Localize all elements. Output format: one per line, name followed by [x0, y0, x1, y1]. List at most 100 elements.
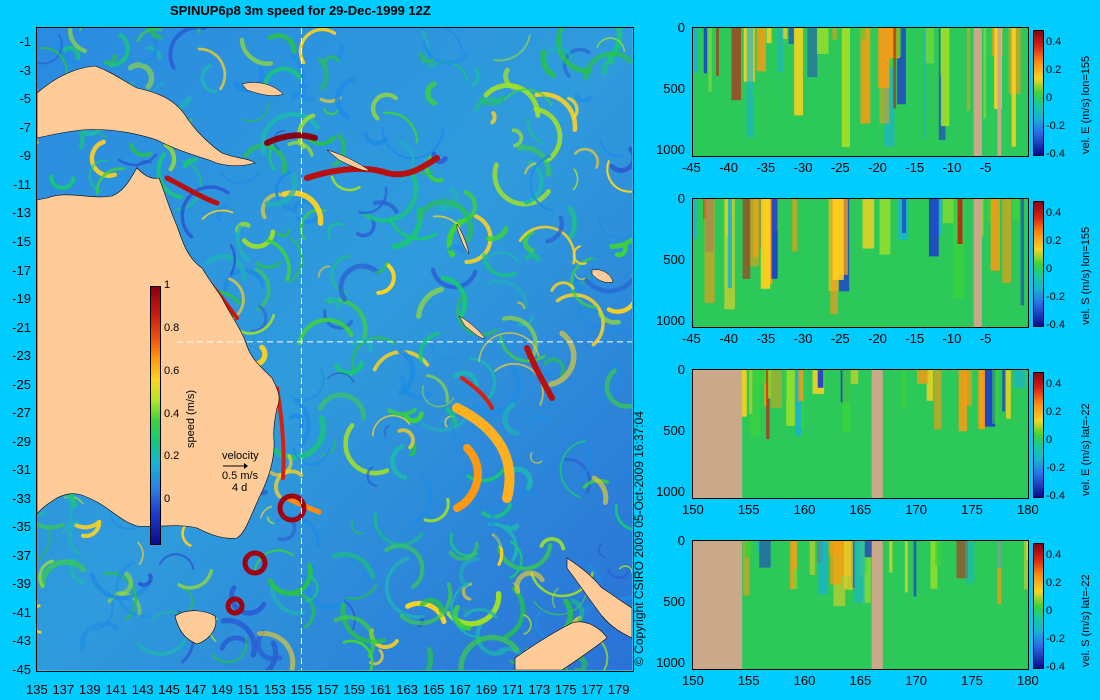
eddies: [164, 132, 555, 616]
current-swirl: [163, 142, 177, 172]
panel-colorbar-tick: 0: [1046, 92, 1053, 104]
current-swirl: [543, 46, 574, 63]
velocity-band: [1020, 199, 1025, 306]
lat-tick-label: -3: [19, 62, 31, 78]
velocity-legend-duration: 4 d: [232, 482, 248, 494]
current-swirl: [384, 543, 425, 590]
lon-tick-label: 165: [422, 682, 445, 697]
current-swirl: [572, 245, 587, 265]
current-swirl: [274, 170, 293, 211]
current-swirl: [270, 582, 306, 616]
current-swirl: [148, 28, 163, 40]
velocity-band: [783, 370, 788, 400]
velocity-band: [956, 541, 969, 579]
lon-tick-label: 153: [264, 682, 286, 697]
current-swirl: [317, 265, 331, 278]
current-swirl: [452, 421, 466, 442]
current-swirl: [220, 617, 258, 658]
velocity-band: [923, 28, 926, 138]
velocity-band: [716, 28, 719, 76]
velocity-band: [928, 199, 939, 257]
current-swirl: [156, 152, 184, 200]
panel-colorbar-tick: 0.4: [1046, 207, 1062, 219]
panel-x-tick-label: -30: [793, 331, 813, 346]
current-swirl: [297, 317, 354, 346]
panel-x-tick-label: -40: [719, 331, 739, 346]
current-swirl: [524, 162, 537, 175]
current-swirl: [73, 520, 101, 530]
velocity-band: [990, 199, 1000, 271]
current-swirl: [573, 655, 588, 670]
current-swirl: [593, 356, 623, 401]
current-swirl: [597, 311, 621, 325]
velocity-band: [978, 370, 985, 430]
panel-x-tick-label: -45: [682, 331, 701, 346]
panel-colorbar-tick: -0.2: [1046, 120, 1065, 132]
current-swirl: [435, 193, 449, 228]
velocity-band: [904, 541, 908, 593]
panel-y-tick-label: 0: [677, 20, 685, 35]
panel-x-tick-label: -30: [793, 160, 813, 175]
velocity-band: [841, 28, 850, 148]
current-swirl: [397, 428, 415, 450]
panel-x-tick-label: 175: [961, 673, 983, 688]
current-swirl: [453, 370, 479, 391]
velocity-band: [807, 28, 818, 78]
new-caledonia-land: [458, 315, 486, 339]
velocity-band: [860, 28, 871, 124]
velocity-band: [1023, 541, 1028, 590]
current-swirl: [559, 439, 586, 499]
current-swirl: [503, 88, 553, 107]
velocity-band: [1013, 370, 1026, 388]
current-swirl: [331, 552, 376, 580]
current-swirl: [474, 96, 502, 112]
current-swirl: [298, 28, 337, 65]
velocity-band: [854, 541, 865, 603]
current-swirl: [419, 597, 444, 613]
lat-tick-label: -19: [12, 291, 31, 307]
current-swirl: [469, 357, 496, 402]
velocity-band: [756, 28, 766, 72]
current-swirl: [523, 614, 532, 635]
panel-4-colorbar: [1033, 543, 1044, 669]
current-swirl: [577, 304, 601, 329]
current-swirl: [573, 147, 600, 169]
strong-current-streak: [264, 132, 318, 146]
fiji-land: [591, 269, 614, 283]
north-island-nz-land: [566, 557, 632, 639]
velocity-band: [953, 199, 965, 299]
velocity-band: [790, 541, 795, 590]
velocity-band: [966, 28, 971, 111]
current-swirl: [517, 301, 526, 310]
current-swirl: [614, 244, 628, 258]
current-swirl: [255, 260, 282, 270]
current-swirl: [117, 153, 158, 167]
panel-2-colorbar: [1033, 201, 1044, 327]
speed-colorbar-tick: 0: [164, 493, 171, 506]
current-swirl: [533, 106, 563, 163]
lon-tick-label: 157: [316, 682, 339, 697]
current-swirl: [450, 581, 482, 639]
current-swirl: [137, 541, 144, 566]
lon-tick-label: 171: [502, 682, 524, 697]
current-swirl: [334, 360, 364, 376]
velocity-band: [862, 199, 875, 249]
current-swirl: [136, 28, 162, 43]
current-swirl: [574, 274, 586, 280]
panel-y-tick-label: 500: [663, 422, 685, 438]
velocity-band: [809, 541, 816, 576]
current-swirl: [456, 189, 477, 224]
current-swirl: [264, 171, 298, 207]
velocity-band: [693, 28, 699, 73]
velocity-band: [893, 28, 897, 109]
lat-tick-label: -43: [12, 633, 31, 649]
current-swirl: [607, 566, 631, 580]
current-swirl: [425, 373, 449, 403]
velocity-band: [913, 541, 917, 597]
current-swirl: [322, 108, 340, 116]
current-swirl: [600, 139, 625, 158]
current-swirl: [67, 518, 82, 556]
current-swirl: [619, 565, 632, 574]
velocity-band: [992, 370, 1000, 424]
current-swirl: [425, 646, 434, 670]
